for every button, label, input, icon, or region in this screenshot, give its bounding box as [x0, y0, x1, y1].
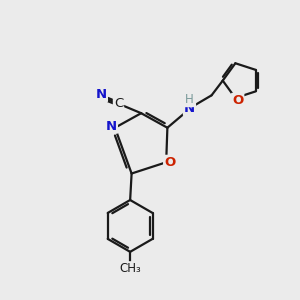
- Text: H: H: [184, 93, 193, 106]
- Text: CH₃: CH₃: [119, 262, 141, 275]
- Text: O: O: [164, 156, 175, 169]
- Text: C: C: [114, 97, 123, 110]
- Text: N: N: [106, 120, 117, 133]
- Text: N: N: [184, 102, 195, 115]
- Text: O: O: [232, 94, 243, 107]
- Text: N: N: [96, 88, 107, 101]
